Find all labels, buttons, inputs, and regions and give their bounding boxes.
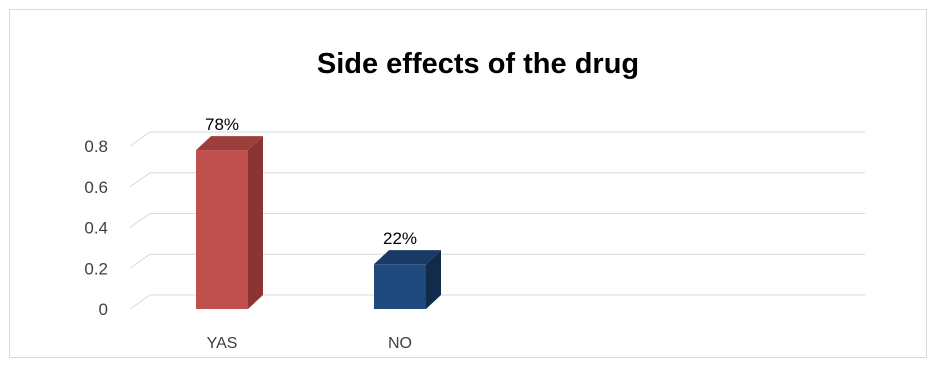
gridline: [129, 253, 865, 269]
gridline: [129, 172, 865, 188]
y-tick-label: 0.4: [84, 219, 108, 238]
y-tick-label: 0.8: [84, 137, 108, 156]
bars: 78% 22%: [196, 115, 441, 309]
y-axis: 0 0.2 0.4 0.6 0.8: [84, 137, 108, 319]
bar-side: [426, 250, 441, 309]
data-label: 22%: [383, 229, 417, 248]
bar-front: [196, 150, 248, 309]
bar-top: [196, 136, 263, 151]
chart-title: Side effects of the drug: [317, 48, 639, 80]
bar-yas: [196, 136, 263, 309]
bar-side: [248, 136, 263, 309]
x-tick-label: NO: [388, 335, 412, 352]
bar-front: [374, 264, 426, 309]
gridlines: [129, 131, 865, 310]
gridline: [129, 213, 865, 228]
bar-top: [374, 250, 441, 265]
y-tick-label: 0: [99, 300, 108, 319]
x-axis: YAS NO: [207, 335, 412, 352]
bar-no: [374, 250, 441, 309]
y-tick-label: 0.6: [84, 178, 108, 197]
gridline: [129, 131, 865, 147]
gridline: [129, 294, 865, 310]
y-tick-label: 0.2: [84, 259, 108, 278]
chart-frame: [9, 9, 927, 358]
x-tick-label: YAS: [207, 335, 238, 352]
data-label: 78%: [205, 115, 239, 134]
